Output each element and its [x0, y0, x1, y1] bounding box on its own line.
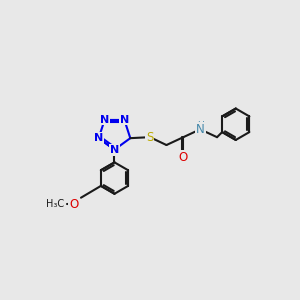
Text: H: H [197, 121, 204, 130]
Text: N: N [94, 133, 103, 143]
Text: N: N [100, 115, 109, 124]
Text: N: N [110, 145, 119, 155]
Text: H₃C: H₃C [46, 199, 64, 209]
Text: N: N [196, 123, 205, 136]
Text: S: S [146, 131, 153, 144]
Text: O: O [179, 151, 188, 164]
Text: N: N [120, 115, 129, 124]
Text: O: O [69, 198, 79, 211]
